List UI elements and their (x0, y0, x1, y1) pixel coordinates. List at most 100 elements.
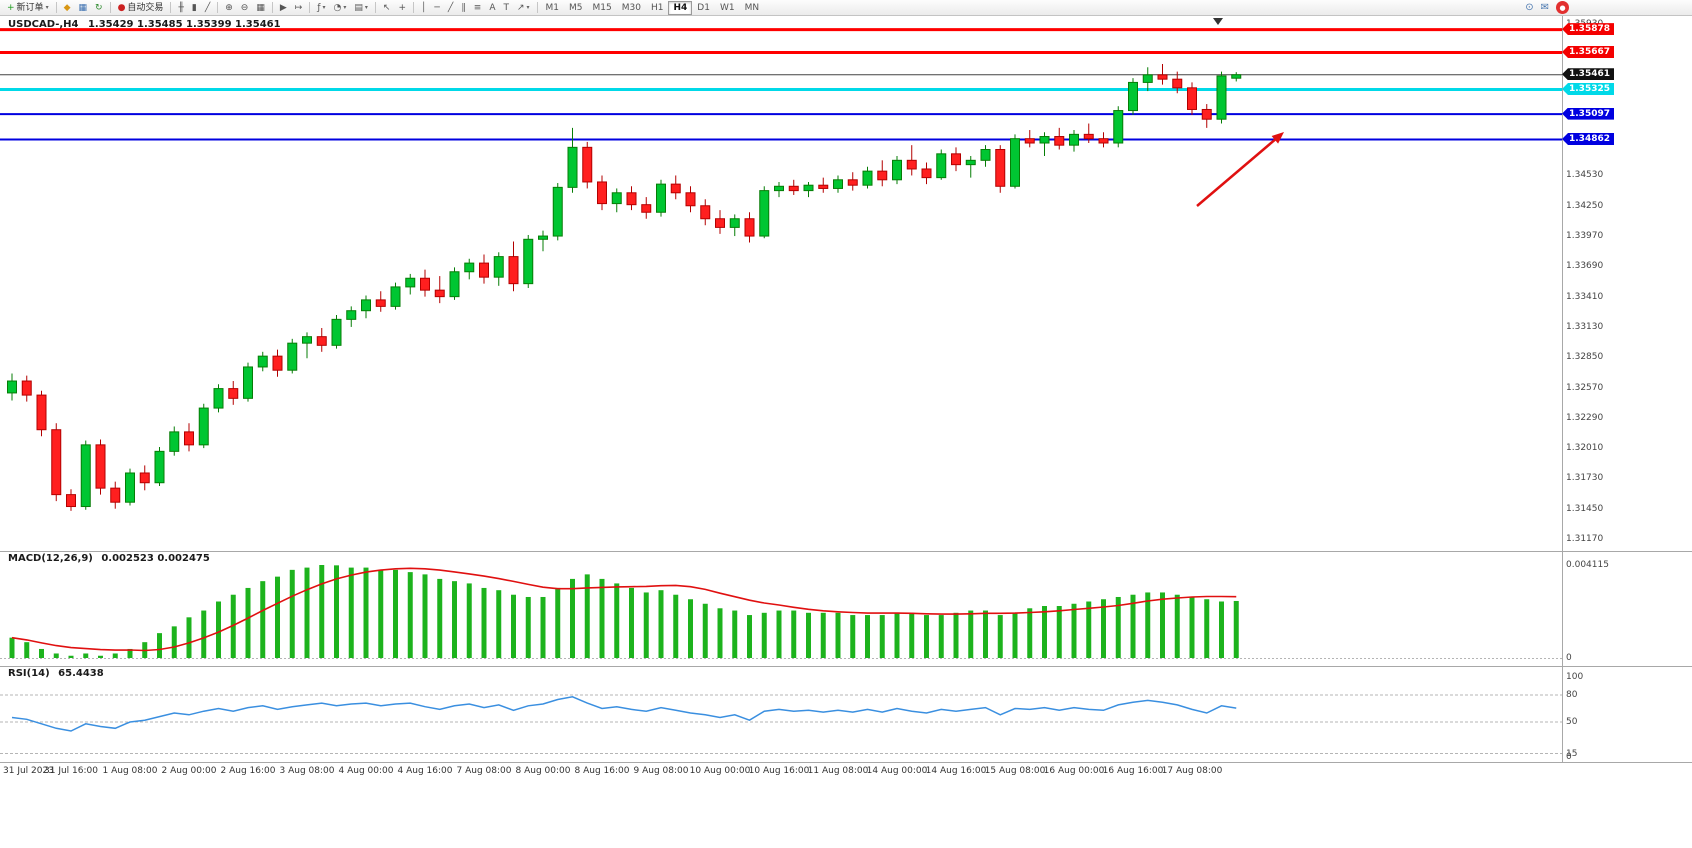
symbol-period-label: USDCAD-,H4 (8, 19, 79, 30)
fibonacci-button[interactable]: ≡ (470, 1, 486, 15)
time-axis-label[interactable]: 14 Aug 16:00 (925, 766, 987, 776)
time-axis-label[interactable]: 9 Aug 08:00 (633, 766, 689, 776)
time-axis-label[interactable]: 2 Aug 16:00 (220, 766, 276, 776)
chart-title: USDCAD-,H4 1.35429 1.35485 1.35399 1.354… (8, 19, 281, 30)
trendline-button[interactable]: ╱ (444, 1, 457, 15)
chart-shift-marker-icon[interactable] (1213, 18, 1223, 25)
refresh-icon: ↻ (95, 2, 103, 13)
rsi-scale-label: 15 (1566, 748, 1578, 759)
arrows-button[interactable]: ↗ ▾ (513, 1, 534, 15)
time-axis-label[interactable]: 8 Aug 16:00 (574, 766, 630, 776)
timeframe-m5-button[interactable]: M5 (564, 1, 588, 15)
periods-icon: ◔ (333, 2, 342, 13)
alert-button[interactable]: ◆ (60, 1, 75, 15)
price-line-badge: 1.35097 (1562, 107, 1614, 120)
time-axis-label[interactable]: 16 Aug 00:00 (1043, 766, 1105, 776)
time-axis-label[interactable]: 31 Jul 2023 (3, 766, 54, 776)
price-line-badge: 1.34862 (1562, 133, 1614, 146)
indicators-button[interactable]: ƒ ▾ (313, 1, 329, 15)
vertical-line-button[interactable]: │ (417, 1, 430, 15)
zoom-out-button[interactable]: ⊖ (237, 1, 253, 15)
zoom-in-button[interactable]: ⊕ (221, 1, 237, 15)
toolbar-separator (170, 2, 172, 13)
auto-scroll-button[interactable]: ▶ (276, 1, 291, 15)
price-line-badge: 1.35667 (1562, 45, 1614, 58)
chart-canvas[interactable] (0, 16, 1692, 848)
timeframe-w1-button[interactable]: W1 (715, 1, 740, 15)
chevron-down-icon: ▾ (322, 3, 326, 11)
new-order-button[interactable]: + 新订单 ▾ (3, 1, 53, 15)
horizontal-line-objects[interactable] (0, 28, 1562, 141)
rsi-name: RSI(14) (8, 668, 50, 679)
price-scale-label: 1.32850 (1566, 352, 1604, 363)
timeframe-mn-button[interactable]: MN (740, 1, 765, 15)
indicators-icon: ƒ (317, 2, 321, 13)
time-axis-label[interactable]: 1 Aug 08:00 (102, 766, 158, 776)
macd-scale-label: 0.004115 (1566, 560, 1609, 570)
price-scale-label: 1.32010 (1566, 443, 1604, 454)
notification-icon[interactable]: ● (1556, 1, 1569, 14)
time-axis-label[interactable]: 17 Aug 08:00 (1161, 766, 1223, 776)
timeframe-h4-button[interactable]: H4 (668, 0, 693, 15)
time-axis-label[interactable]: 2 Aug 00:00 (161, 766, 217, 776)
chevron-down-icon: ▾ (45, 3, 49, 11)
macd-histogram (9, 565, 1239, 658)
macd-signal-line (11, 567, 1237, 652)
price-line-badge: 1.35878 (1562, 23, 1614, 36)
time-axis-label[interactable]: 11 Aug 08:00 (807, 766, 869, 776)
chevron-down-icon: ▾ (526, 3, 530, 11)
templates-icon: ▤ (354, 2, 363, 13)
zoom-out-icon: ⊖ (240, 2, 249, 13)
time-axis-label[interactable]: 15 Aug 08:00 (984, 766, 1046, 776)
horizontal-line-icon: ─ (434, 2, 440, 13)
cursor-button[interactable]: ↖ (379, 1, 395, 15)
time-axis-label[interactable]: 16 Aug 16:00 (1102, 766, 1164, 776)
candles-series (7, 64, 1242, 511)
crosshair-icon: + (398, 2, 406, 13)
time-axis-label[interactable]: 8 Aug 00:00 (515, 766, 571, 776)
toolbar-separator (217, 2, 219, 13)
timeframe-m15-button[interactable]: M15 (588, 1, 617, 15)
price-scale-label: 1.32570 (1566, 382, 1604, 393)
crosshair-button[interactable]: + (394, 1, 410, 15)
bar-chart-icon: ╫ (178, 2, 184, 13)
timeframe-h1-button[interactable]: H1 (646, 1, 669, 15)
price-line-badge: 1.35325 (1562, 82, 1614, 95)
timeframe-m1-button[interactable]: M1 (541, 1, 565, 15)
time-axis-label[interactable]: 3 Aug 08:00 (279, 766, 335, 776)
bar-chart-button[interactable]: ╫ (174, 1, 187, 15)
time-axis-label[interactable]: 14 Aug 00:00 (866, 766, 928, 776)
new-chart-button[interactable]: ▦ (75, 1, 92, 15)
trendline-icon: ╱ (447, 2, 454, 13)
time-axis-label[interactable]: 4 Aug 16:00 (397, 766, 453, 776)
time-axis-label[interactable]: 10 Aug 16:00 (748, 766, 810, 776)
new-order-icon: + (7, 2, 15, 13)
templates-button[interactable]: ▤ ▾ (350, 1, 372, 15)
text-button[interactable]: A (485, 1, 499, 15)
auto-scroll-icon: ▶ (279, 2, 287, 13)
text-label-button[interactable]: T (499, 1, 513, 15)
time-axis-label[interactable]: 31 Jul 16:00 (44, 766, 98, 776)
timeframe-m30-button[interactable]: M30 (617, 1, 646, 15)
horizontal-line-button[interactable]: ─ (430, 1, 443, 15)
chart-labels-layer: 1.359301.345301.342501.339701.336901.334… (0, 16, 1692, 848)
toolbar-separator (55, 2, 57, 13)
chart-shift-button[interactable]: ↦ (291, 1, 307, 15)
arrow-annotation[interactable] (1196, 132, 1284, 207)
candlestick-chart-button[interactable]: ▮ (188, 1, 201, 15)
refresh-button[interactable]: ↻ (91, 1, 107, 15)
time-axis-label[interactable]: 7 Aug 08:00 (456, 766, 512, 776)
mail-icon[interactable]: ✉ (1540, 2, 1549, 13)
price-scale-label: 1.33410 (1566, 291, 1604, 302)
auto-trading-button[interactable]: ● 自动交易 (114, 1, 168, 15)
timeframe-d1-button[interactable]: D1 (692, 1, 715, 15)
time-axis-label[interactable]: 4 Aug 00:00 (338, 766, 394, 776)
equidistant-channel-button[interactable]: ∥ (457, 1, 470, 15)
new-order-label: 新订单 (16, 2, 44, 13)
periods-button[interactable]: ◔ ▾ (330, 1, 351, 15)
search-icon[interactable]: ⊙ (1525, 2, 1534, 13)
line-chart-button[interactable]: ╱ (201, 1, 214, 15)
line-chart-icon: ╱ (204, 2, 211, 13)
tile-windows-button[interactable]: ▦ (252, 1, 269, 15)
time-axis-label[interactable]: 10 Aug 00:00 (689, 766, 751, 776)
